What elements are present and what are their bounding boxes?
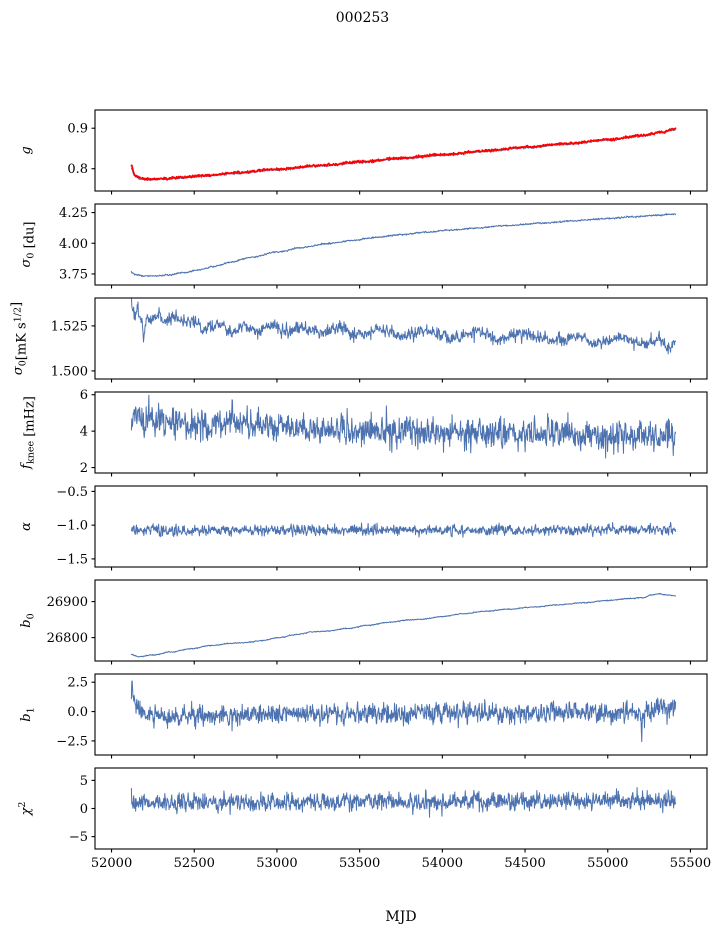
y-tick-label: −0.5 [56, 485, 88, 500]
axes-frame [94, 673, 708, 756]
series-holder [130, 394, 677, 459]
series-b0 [130, 592, 677, 658]
y-tick-label: 4.25 [59, 206, 88, 221]
x-tick-label: 52500 [174, 856, 215, 871]
x-axis-label: MJD [385, 909, 416, 925]
y-tick-label: 0.9 [67, 122, 88, 137]
series-holder [130, 127, 677, 182]
series-f_knee [130, 394, 677, 459]
series-sigma0_mk [130, 298, 677, 355]
y-tick-label: 4.00 [59, 237, 88, 252]
y-tick-label: 26800 [47, 631, 88, 646]
y-axis-label: fknee [mHz] [19, 396, 38, 470]
y-tick-label: 26900 [47, 595, 88, 610]
axes-frame [94, 109, 708, 192]
series-holder [130, 787, 677, 818]
series-holder [130, 298, 677, 355]
y-tick-label: 3.75 [59, 267, 88, 282]
y-tick-label: −1.5 [56, 552, 88, 567]
x-tick-label: 54500 [504, 856, 545, 871]
series-g_model [130, 127, 677, 181]
series-holder [130, 680, 677, 743]
figure-title: 000253 [336, 10, 389, 26]
panel-sigma0: 3.75 4.00 4.25 σ0 [du] [19, 203, 708, 289]
y-tick-label: 2 [80, 461, 88, 476]
y-tick-label: 6 [80, 388, 88, 403]
series-holder [130, 521, 677, 538]
axes-frame [94, 767, 708, 850]
y-axis-label: α [19, 522, 34, 531]
y-axis-label: χ2 [17, 802, 34, 817]
x-tick-label: 55500 [670, 856, 711, 871]
y-tick-label: 4 [80, 425, 88, 440]
x-tick-label: 52000 [91, 856, 132, 871]
x-tick-label: 53000 [256, 856, 297, 871]
y-tick-label: 0 [80, 802, 88, 817]
y-tick-label: −2.5 [56, 734, 88, 749]
series-holder [130, 213, 677, 278]
series-b1 [130, 680, 677, 743]
panel-f_knee: 2 4 6 fknee [mHz] [19, 388, 708, 477]
series-chi2 [130, 787, 677, 818]
axes-frame [94, 579, 708, 662]
y-tick-label: 1.500 [51, 364, 88, 379]
x-tick-label: 54000 [422, 856, 463, 871]
y-axis-label: b0 [19, 613, 37, 627]
panel-g_data: 0.8 0.9 g [19, 109, 708, 195]
y-tick-label: 5 [80, 774, 88, 789]
panels-group: 0.8 0.9 g 3.75 4.00 4.25 σ0 [du] 1.500 1.525 σ0[m… [10, 109, 711, 871]
panel-sigma0_mk: 1.500 1.525 σ0[mK s1/2] [10, 297, 708, 383]
y-axis-label: g [19, 146, 34, 154]
panel-b0: 26800 26900 b0 [19, 579, 708, 665]
series-holder [130, 592, 677, 658]
y-axis-label: b1 [19, 707, 37, 721]
axes-frame [94, 485, 708, 568]
series-sigma0 [130, 213, 677, 278]
series-alpha [130, 521, 677, 538]
y-tick-label: −5 [69, 830, 88, 845]
panel-b1: −2.5 0.0 2.5 b1 [19, 673, 708, 759]
axes-frame [94, 203, 708, 286]
y-tick-label: 2.5 [67, 676, 88, 691]
panel-chi2: −5 0 5 52000 52500 53000 53500 54000 54500 55000 5… [17, 767, 711, 871]
y-axis-label: σ0[mK s1/2] [10, 302, 30, 375]
axes-frame [94, 297, 708, 380]
axes-frame [94, 391, 708, 474]
y-tick-label: 0.0 [67, 705, 88, 720]
y-tick-label: 1.525 [51, 319, 88, 334]
x-tick-label: 53500 [339, 856, 380, 871]
y-axis-label: σ0 [du] [19, 222, 38, 268]
y-tick-label: −1.0 [56, 519, 88, 534]
y-tick-label: 0.8 [67, 162, 88, 177]
panel-alpha: −0.5 −1.0 −1.5 α [19, 485, 708, 571]
x-tick-label: 55000 [587, 856, 628, 871]
